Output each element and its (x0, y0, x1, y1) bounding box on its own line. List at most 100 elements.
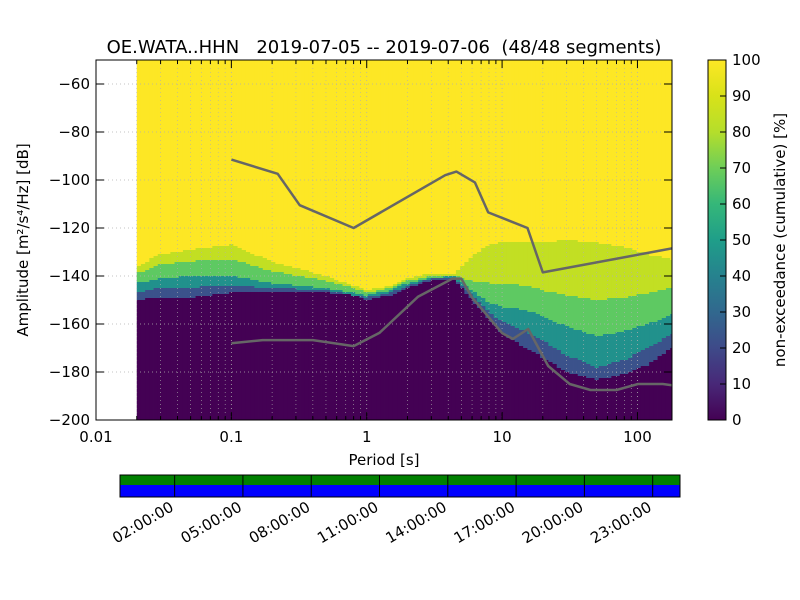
heatmap-cell (363, 292, 369, 296)
heatmap-cell (636, 294, 642, 326)
heatmap-cell (552, 242, 558, 292)
heatmap-cell (497, 60, 503, 242)
heatmap-cell (434, 280, 440, 420)
heatmap-cell (187, 276, 192, 288)
heatmap-cell (468, 298, 474, 420)
x-tick-label: 100 (623, 428, 652, 446)
heatmap-cell (174, 298, 180, 420)
heatmap-cell (552, 348, 558, 364)
heatmap-cell (241, 292, 247, 420)
heatmap-cell (359, 290, 364, 294)
heatmap-cell (359, 298, 364, 420)
heatmap-cell (661, 290, 667, 318)
heatmap-cell (191, 298, 196, 420)
heatmap-cell (191, 60, 196, 250)
heatmap-cell (531, 352, 537, 420)
heatmap-cell (220, 260, 226, 276)
heatmap-cell (430, 276, 436, 278)
heatmap-cell (355, 286, 360, 290)
heatmap-cell (544, 360, 549, 420)
heatmap-cell (401, 290, 406, 420)
heatmap-cell (313, 274, 318, 278)
heatmap-cell (325, 276, 331, 282)
heatmap-cell (371, 292, 377, 294)
heatmap-cell (313, 288, 318, 290)
heatmap-cell (346, 60, 352, 284)
heatmap-cell (287, 288, 293, 292)
heatmap-cell (611, 362, 616, 376)
heatmap-cell (636, 252, 642, 294)
heatmap-cell (346, 292, 352, 294)
heatmap-cell (485, 246, 490, 282)
heatmap-cell (161, 254, 167, 264)
heatmap-cell (590, 378, 595, 420)
heatmap-cell (195, 296, 201, 420)
heatmap-cell (418, 284, 423, 420)
heatmap-cell (602, 366, 608, 378)
heatmap-cell (287, 284, 293, 288)
heatmap-cell (514, 242, 520, 284)
heatmap-cell (577, 376, 583, 420)
heatmap-cell (258, 60, 264, 256)
heatmap-cell (527, 286, 532, 312)
heatmap-cell (262, 270, 268, 282)
heatmap-cell (140, 292, 146, 300)
heatmap-cell (271, 272, 276, 284)
heatmap-cell (615, 60, 621, 246)
heatmap-cell (649, 256, 654, 292)
heatmap-cell (279, 60, 285, 264)
heatmap-cell (174, 278, 180, 288)
heatmap-cell (149, 268, 154, 280)
heatmap-cell (342, 282, 348, 286)
heatmap-cell (216, 246, 222, 260)
heatmap-cell (527, 334, 532, 350)
heatmap-cell (502, 308, 507, 322)
heatmap-cell (300, 292, 306, 420)
heatmap-cell (518, 330, 524, 346)
heatmap-cell (359, 296, 364, 298)
heatmap-cell (485, 282, 490, 302)
heatmap-cell (174, 288, 180, 298)
heatmap-cell (329, 294, 335, 420)
heatmap-cell (644, 254, 650, 294)
x-tick-label: 0.01 (79, 428, 112, 446)
heatmap-cell (611, 246, 616, 298)
heatmap-cell (296, 292, 301, 420)
heatmap-cell (481, 306, 486, 312)
heatmap-cell (556, 368, 562, 420)
heatmap-cell (523, 330, 528, 348)
heatmap-cell (388, 60, 394, 286)
heatmap-cell (636, 60, 642, 252)
heatmap-cell (334, 60, 339, 280)
heatmap-cell (166, 278, 171, 288)
heatmap-cell (342, 286, 348, 292)
heatmap-cell (636, 352, 642, 368)
heatmap-cell (472, 292, 478, 298)
heatmap-cell (598, 378, 604, 420)
heatmap-cell (548, 320, 553, 346)
heatmap-cell (195, 288, 201, 296)
heatmap-cell (191, 288, 196, 298)
heatmap-cell (602, 244, 608, 300)
heatmap-cell (539, 340, 545, 358)
heatmap-cell (569, 60, 574, 240)
heatmap-cell (254, 292, 259, 420)
heatmap-cell (140, 282, 146, 292)
heatmap-cell (296, 268, 301, 276)
heatmap-cell (376, 290, 381, 292)
heatmap-cell (145, 290, 150, 298)
heatmap-cell (661, 318, 667, 338)
heatmap-cell (556, 350, 562, 368)
heatmap-cell (539, 358, 545, 420)
heatmap-cell (535, 354, 541, 420)
heatmap-cell (649, 346, 654, 362)
heatmap-cell (569, 328, 574, 358)
heatmap-cell (208, 296, 213, 420)
heatmap-cell (329, 290, 335, 292)
heatmap-cell (464, 290, 469, 294)
heatmap-cell (611, 298, 616, 334)
heatmap-cell (237, 292, 243, 420)
heatmap-cell (287, 274, 293, 284)
heatmap-cell (628, 330, 633, 358)
